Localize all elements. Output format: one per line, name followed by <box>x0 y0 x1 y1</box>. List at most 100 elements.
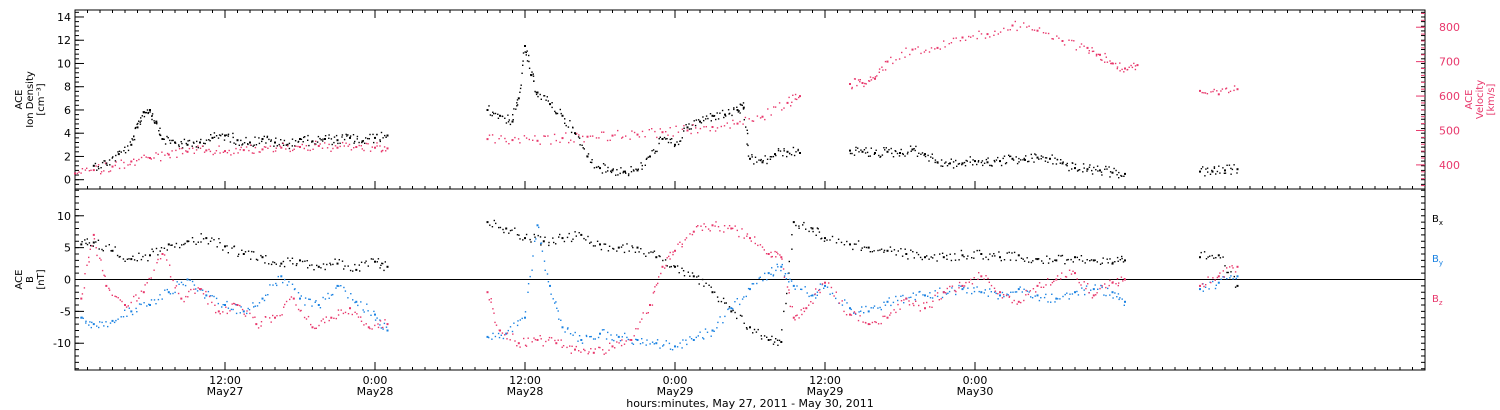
field-bx-point <box>980 253 983 255</box>
field-bz-point <box>968 281 970 283</box>
field-bz-point <box>1036 284 1039 287</box>
density-point <box>499 114 501 117</box>
density-point <box>909 145 912 147</box>
field-bx-point <box>993 253 995 255</box>
density-point <box>723 116 725 119</box>
velocity-point <box>633 131 636 134</box>
field-bx-point <box>166 249 168 251</box>
field-bz-point <box>616 341 618 343</box>
velocity-point <box>347 145 349 147</box>
velocity-point <box>287 145 289 147</box>
field-bz-point <box>536 339 539 341</box>
field-by-point <box>784 273 787 275</box>
velocity-point <box>280 146 283 149</box>
field-by-point <box>509 326 512 328</box>
field-bx-point <box>181 244 183 246</box>
density-point <box>1096 165 1099 167</box>
density-point <box>186 143 189 146</box>
field-bx-point <box>811 227 814 230</box>
field-bz-point <box>684 239 686 241</box>
density-point <box>666 138 668 140</box>
density-point <box>1228 164 1231 166</box>
field-bx-point <box>724 302 726 304</box>
density-point <box>1207 171 1209 173</box>
density-point <box>793 154 796 157</box>
field-bz-point <box>874 321 876 323</box>
magnetic-field-tick-label: 10 <box>57 210 71 223</box>
density-point <box>942 165 944 167</box>
field-bx-point <box>745 327 748 329</box>
field-bz-point <box>257 327 260 329</box>
velocity-point <box>149 157 151 159</box>
field-bz-point <box>297 308 300 311</box>
field-bz-point <box>893 309 895 311</box>
field-bz-point <box>743 237 745 239</box>
field-bx-point <box>160 247 163 249</box>
field-bz-point <box>655 284 658 286</box>
field-bx-point <box>743 322 745 324</box>
field-bz-point <box>803 310 806 313</box>
density-point <box>1003 155 1006 157</box>
field-bx-point <box>840 241 843 244</box>
field-by-point <box>1215 284 1217 286</box>
field-bx-point <box>592 245 595 247</box>
field-by-point <box>1021 291 1023 293</box>
field-bx-point <box>928 258 930 260</box>
density-point <box>533 80 535 82</box>
field-bz-point <box>789 305 791 308</box>
density-point <box>1109 176 1111 178</box>
field-bz-point <box>965 281 967 284</box>
field-by-point <box>939 287 941 289</box>
field-bz-point <box>190 288 192 291</box>
field-bx-point <box>843 244 846 246</box>
field-bz-point <box>583 348 585 351</box>
field-bz-point <box>1092 294 1095 297</box>
field-bx-point <box>539 236 542 238</box>
velocity-point <box>539 143 541 145</box>
density-point <box>525 54 527 56</box>
velocity-point <box>195 149 198 151</box>
density-point <box>1083 167 1085 169</box>
field-by-point <box>867 310 870 313</box>
field-bz-point <box>299 310 301 312</box>
velocity-point <box>376 142 378 144</box>
field-bx-point <box>1011 252 1013 254</box>
density-point <box>709 113 712 115</box>
field-bz-point <box>180 297 183 300</box>
density-point <box>607 166 609 169</box>
field-by-point <box>1097 288 1099 290</box>
field-bz-point <box>148 277 150 280</box>
velocity-point <box>989 36 991 38</box>
velocity-point <box>343 145 345 147</box>
field-bx-point <box>778 339 781 342</box>
field-bx-point <box>238 253 240 255</box>
density-point <box>208 139 210 141</box>
field-bz-point <box>156 262 158 264</box>
density-point <box>616 169 618 171</box>
field-bx-point <box>558 236 560 238</box>
field-by-point <box>172 292 174 295</box>
field-bx-point <box>831 235 834 238</box>
velocity-point <box>1130 64 1132 67</box>
field-bx-point <box>701 278 704 281</box>
field-by-point <box>910 296 912 298</box>
field-bx-point <box>760 338 763 340</box>
density-point <box>513 108 515 110</box>
field-by-point <box>973 290 976 293</box>
field-bx-point <box>736 317 738 320</box>
field-bx-point <box>698 283 700 285</box>
field-by-point <box>919 290 921 293</box>
velocity-point <box>181 147 183 150</box>
field-bz-point <box>234 303 236 305</box>
field-by-point <box>497 332 500 335</box>
field-bz-point <box>633 335 635 337</box>
density-point <box>681 137 683 139</box>
velocity-point <box>265 146 267 148</box>
density-point <box>958 162 961 165</box>
field-bz-point <box>1064 275 1067 278</box>
density-point <box>952 161 955 163</box>
field-bx-point <box>1038 258 1040 260</box>
velocity-point <box>686 129 689 132</box>
field-bz-point <box>1207 276 1209 278</box>
field-bx-point <box>808 230 810 233</box>
